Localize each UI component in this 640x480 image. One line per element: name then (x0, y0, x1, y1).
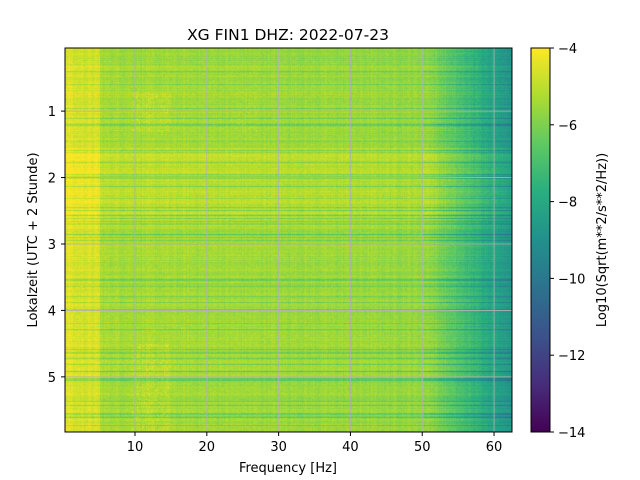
colorbar: −4 −6 −8 −10 −12 −14 (530, 42, 585, 441)
x-tick-label-3: 40 (342, 440, 359, 455)
colorbar-tick-label-2: −8 (558, 196, 577, 211)
heatmap-image (65, 48, 512, 432)
y-tick-label-0: 1 (48, 105, 56, 120)
colorbar-tick-label-5: −14 (558, 426, 585, 441)
y-axis-label: Lokalzeit (UTC + 2 Stunde) (26, 152, 41, 327)
colorbar-tick-label-1: −6 (558, 119, 577, 134)
y-tick-label-2: 3 (48, 238, 56, 253)
x-tick-label-5: 60 (486, 440, 503, 455)
y-axis-ticks: 1 2 3 4 5 (48, 105, 65, 386)
colorbar-tick-label-3: −10 (558, 272, 585, 287)
chart-title: XG FIN1 DHZ: 2022-07-23 (187, 26, 389, 44)
x-tick-label-0: 10 (127, 440, 144, 455)
plot-frame (64, 47, 513, 433)
colorbar-tick-label-4: −12 (558, 349, 585, 364)
x-tick-label-4: 50 (414, 440, 431, 455)
colorbar-tick-label-0: −4 (558, 42, 577, 57)
y-tick-label-3: 4 (48, 304, 56, 319)
x-axis-ticks: 10 20 30 40 50 60 (127, 432, 503, 455)
colorbar-label: Log10(Sqrt(m**2/s**2/Hz)) (595, 153, 610, 327)
grid-lines (65, 48, 512, 432)
y-tick-label-1: 2 (48, 172, 56, 187)
heatmap-image-host (65, 48, 512, 432)
colorbar-frame (530, 47, 551, 433)
x-tick-label-2: 30 (270, 440, 287, 455)
y-tick-label-4: 5 (48, 371, 56, 386)
colorbar-ticks: −4 −6 −8 −10 −12 −14 (550, 42, 585, 441)
plot-area: 10 20 30 40 50 60 1 2 3 4 5 (48, 47, 513, 455)
x-axis-label: Frequency [Hz] (239, 461, 337, 476)
x-tick-label-1: 20 (199, 440, 216, 455)
colorbar-fill (531, 48, 550, 432)
